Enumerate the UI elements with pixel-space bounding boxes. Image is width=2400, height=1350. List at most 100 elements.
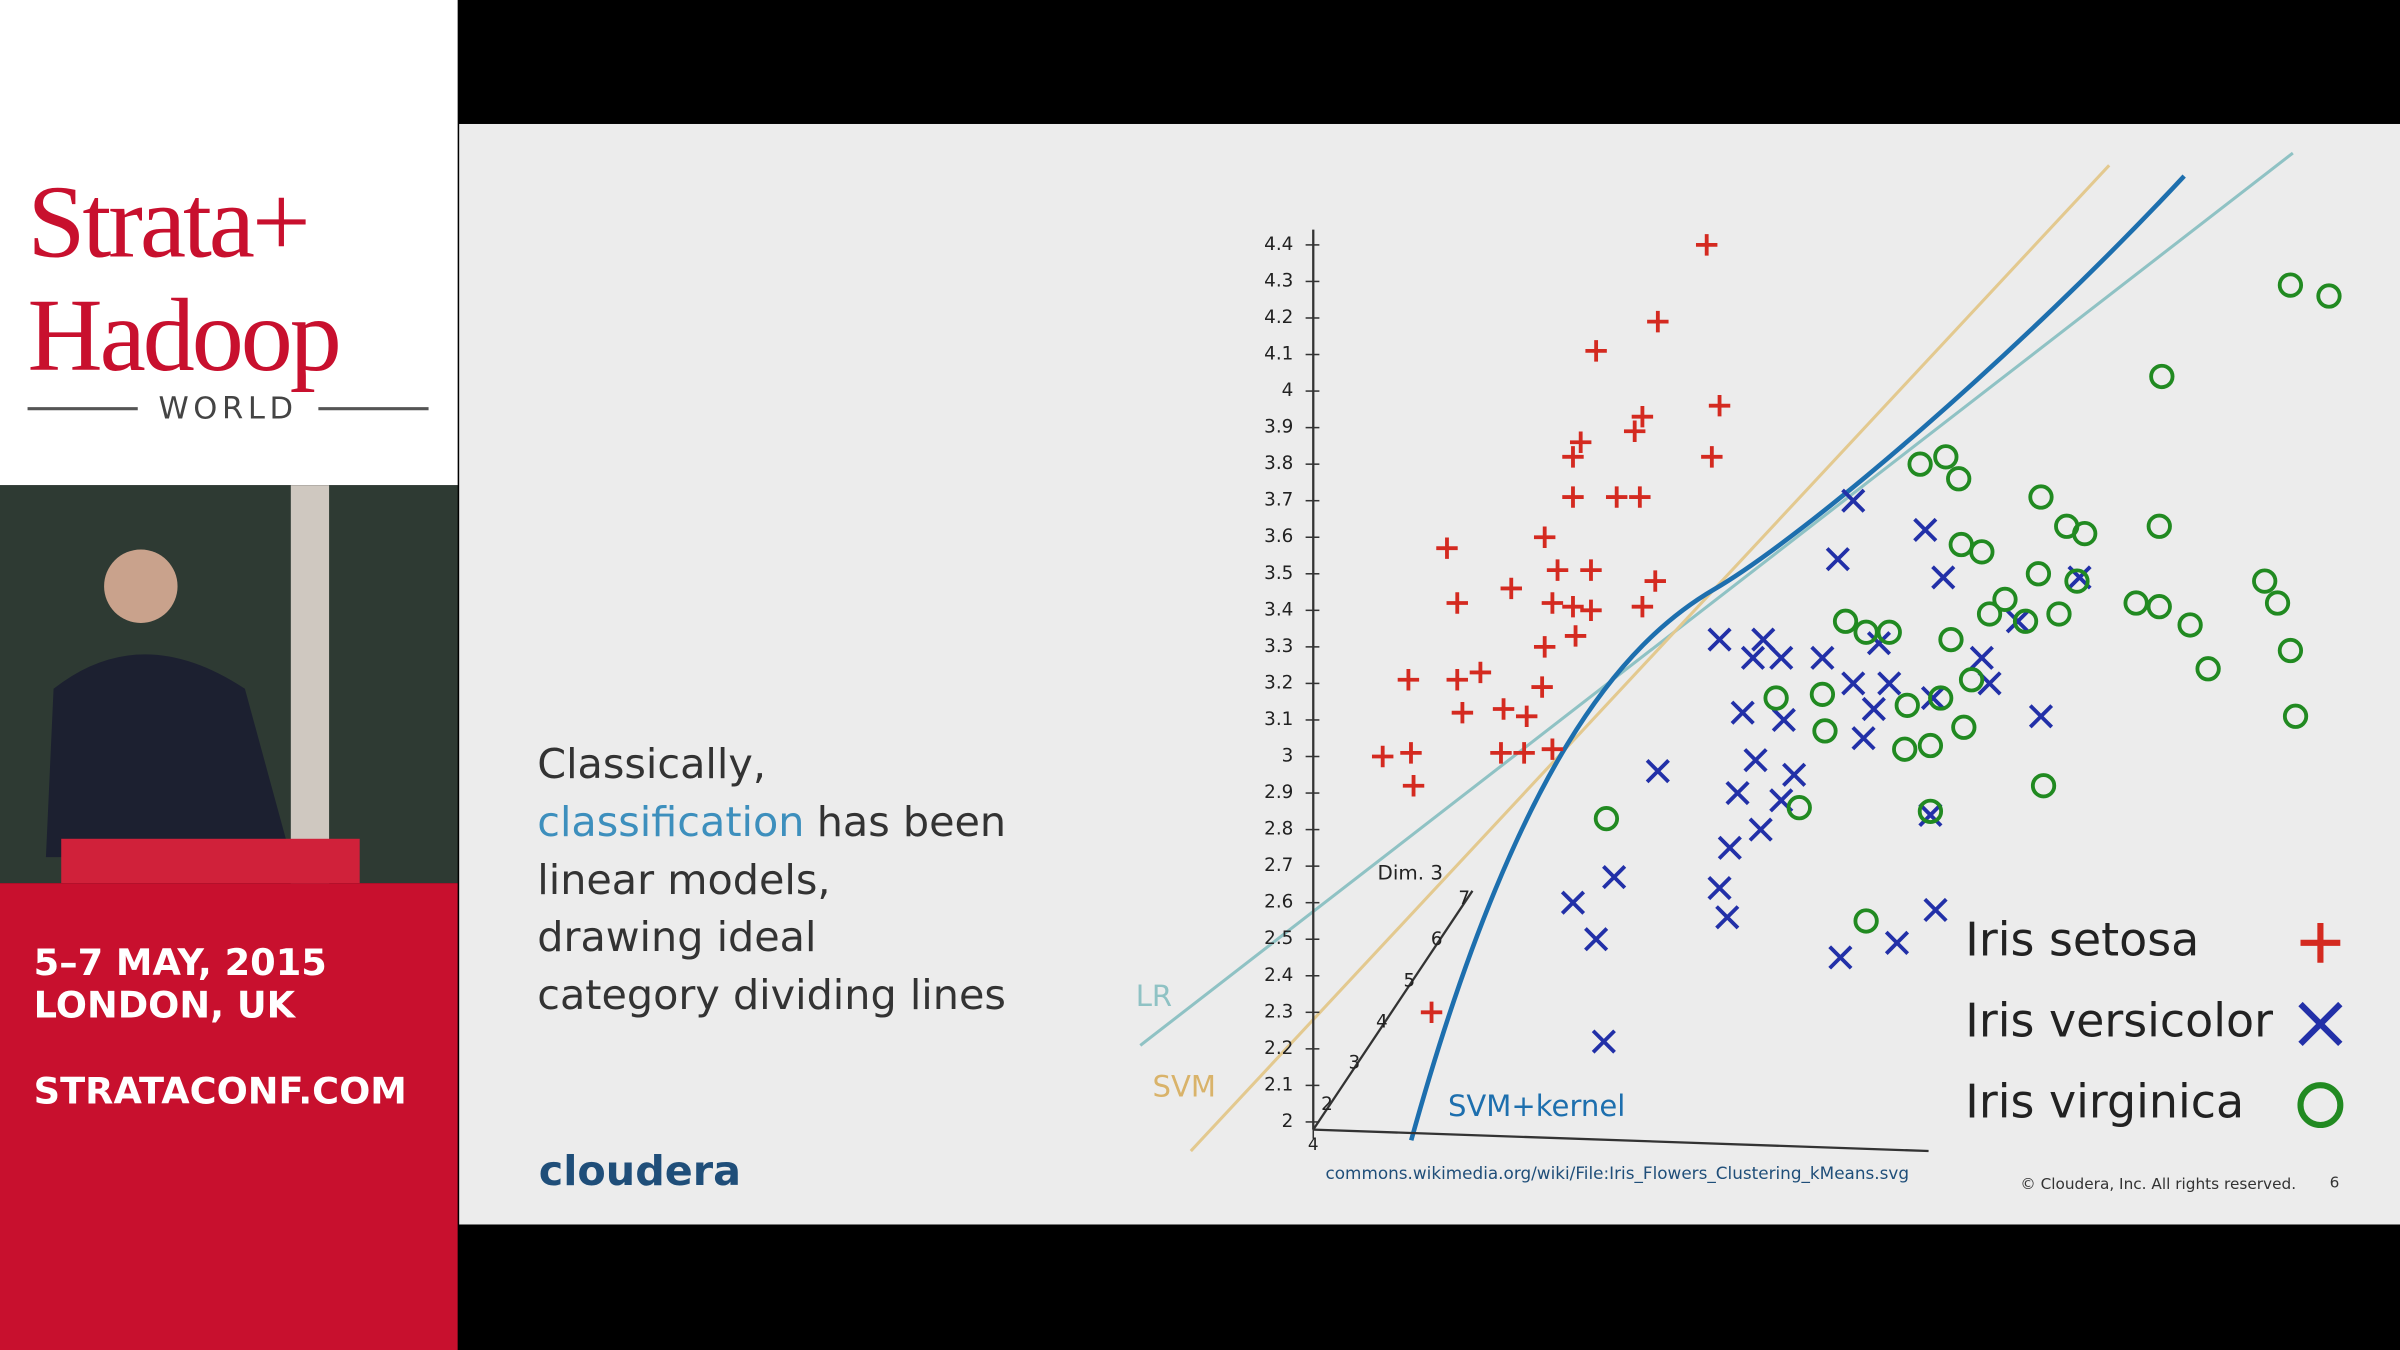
data-point	[1931, 565, 1956, 590]
slide-highlight: classification	[537, 798, 804, 846]
data-point	[2146, 513, 2172, 539]
legend-label: Iris versicolor	[1965, 993, 2273, 1047]
data-point	[2028, 704, 2054, 729]
y-tick-label: 2.8	[1264, 819, 1293, 840]
logo: cloudera	[539, 1147, 741, 1195]
y-tick-label: 2.5	[1264, 928, 1293, 949]
data-point	[1593, 806, 1620, 832]
data-point	[1562, 446, 1584, 468]
slide-text: Classically,	[537, 740, 766, 788]
brand-panel	[0, 0, 458, 486]
legend-label: Iris setosa	[1965, 912, 2199, 966]
page-number: 6	[2330, 1174, 2340, 1192]
data-point	[1976, 601, 2003, 627]
data-point	[2030, 773, 2057, 799]
data-point	[1809, 681, 1836, 708]
data-point	[1740, 645, 1766, 670]
data-point	[1958, 667, 1985, 693]
y-tick-label: 3.7	[1264, 490, 1293, 511]
data-point	[2028, 484, 2054, 510]
data-point	[1884, 930, 1910, 955]
data-point	[1446, 669, 1468, 691]
slide-text: has been	[817, 798, 1006, 846]
data-point	[1436, 537, 1458, 559]
line-label: SVM	[1153, 1069, 1216, 1103]
data-point	[1515, 705, 1538, 728]
x-axis	[1313, 1128, 1929, 1153]
data-point	[1748, 817, 1773, 842]
data-point	[1420, 1001, 1443, 1024]
speaker-video	[290, 485, 330, 884]
data-point	[1917, 732, 1944, 759]
legend-label: Iris virginica	[1965, 1075, 2244, 1129]
data-point	[1695, 234, 1718, 256]
z-tick-label: 7	[1458, 888, 1470, 909]
data-point	[1560, 890, 1586, 915]
data-point	[1580, 559, 1602, 581]
data-point	[1533, 636, 1556, 658]
data-point	[1782, 762, 1807, 787]
data-point	[1400, 742, 1422, 764]
data-point	[1513, 742, 1535, 764]
data-point	[1920, 685, 1946, 711]
data-point	[1602, 865, 1627, 890]
data-point	[1861, 696, 1886, 722]
data-point	[1469, 661, 1492, 684]
podium	[61, 838, 360, 884]
data-point	[2072, 520, 2098, 547]
data-point	[1562, 486, 1584, 508]
data-point	[1541, 738, 1564, 760]
data-point	[1933, 444, 1959, 470]
z-tick-label: 3	[1349, 1053, 1361, 1074]
data-point	[1631, 595, 1654, 618]
y-tick-label: 3	[1282, 746, 1294, 767]
lr-line	[1139, 151, 2294, 1047]
z-tick-label: 5	[1403, 970, 1415, 991]
scatter-plot: 2 2.1 2.2 2.3 2.4 2.5 2.6 2.7 2.8 2.9 3 3.1 3.2 3.3 3.…	[1264, 234, 2344, 1154]
speaker-video	[45, 654, 291, 858]
slide-text: drawing ideal	[537, 913, 816, 961]
data-point	[1446, 592, 1468, 614]
svm-kernel-curve	[1409, 174, 2186, 1141]
data-point	[1751, 627, 1776, 652]
slide-text: category dividing lines	[537, 971, 1006, 1019]
data-point	[2177, 612, 2203, 638]
data-point	[1918, 802, 1943, 828]
data-point	[1928, 685, 1954, 711]
data-point	[2252, 568, 2278, 594]
data-point	[1825, 547, 1850, 572]
data-point	[1623, 420, 1646, 442]
data-point	[1841, 488, 1866, 513]
y-tick-label: 2.3	[1264, 1001, 1293, 1022]
data-point	[1866, 631, 1892, 656]
data-point	[1877, 671, 1902, 696]
data-point	[2046, 601, 2072, 627]
data-point	[1531, 676, 1553, 698]
data-point	[1397, 669, 1420, 691]
data-point	[2025, 561, 2052, 587]
data-point	[1828, 945, 1853, 970]
data-point	[1771, 707, 1796, 733]
data-point	[2005, 609, 2030, 634]
data-point	[1894, 692, 1920, 718]
data-point	[1876, 619, 1902, 645]
brand-text: WORLD	[158, 392, 297, 427]
data-point	[1562, 595, 1584, 618]
y-tick-label: 4	[1282, 380, 1294, 401]
slide-text: classification has been	[537, 798, 1006, 846]
data-point	[2282, 703, 2309, 729]
data-point	[1645, 759, 1670, 784]
y-tick-label: 2	[1282, 1111, 1294, 1132]
brand-text: Strata+	[28, 164, 308, 280]
data-point	[1717, 835, 1742, 860]
legend-marker	[2298, 1001, 2343, 1047]
data-point	[1853, 908, 1879, 934]
data-point	[1644, 570, 1666, 592]
y-tick-label: 4.2	[1264, 307, 1293, 328]
data-point	[1725, 780, 1750, 806]
data-point	[2064, 568, 2090, 594]
data-point	[1546, 559, 1569, 581]
z-tick-label: 6	[1431, 929, 1443, 950]
data-point	[1708, 394, 1731, 417]
z-tick-label: 2	[1321, 1094, 1333, 1115]
